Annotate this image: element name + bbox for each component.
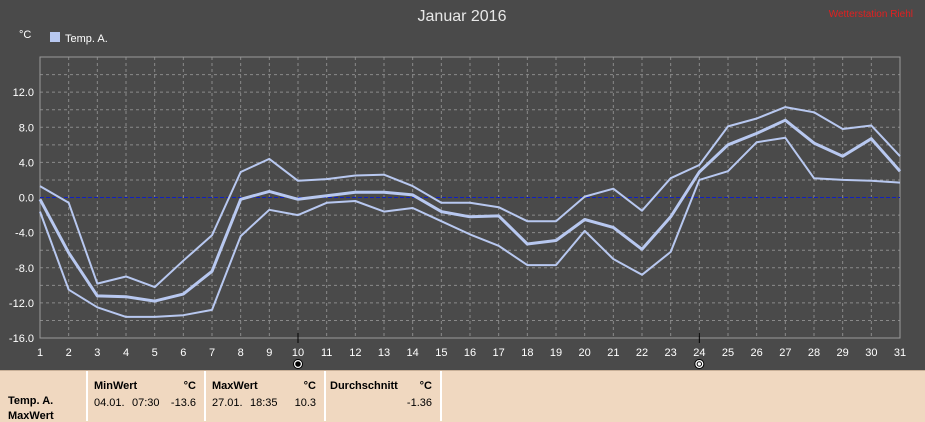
x-tick-label: 13 [378, 347, 390, 359]
x-tick-label: 26 [751, 347, 763, 359]
min-time: 07:30 [132, 397, 160, 409]
series-line-mean [38, 118, 902, 303]
x-tick-label: 20 [579, 347, 591, 359]
series-line-min [39, 136, 901, 318]
x-tick-label: 7 [209, 347, 215, 359]
max-stat: MaxWert °C 27.01. 18:35 10.3 [206, 371, 326, 421]
legend-swatch [50, 32, 60, 42]
x-tick-label: 5 [152, 347, 158, 359]
y-tick-labels: -16.0 -12.0 -8.0 -4.0 0.0 4.0 8.0 12.0 [9, 87, 34, 345]
y-tick-label: -16.0 [9, 333, 34, 345]
min-value: -13.6 [170, 397, 196, 409]
x-tick-label: 1 [37, 347, 43, 359]
y-tick-label: -4.0 [15, 228, 34, 240]
x-tick-label: 6 [180, 347, 186, 359]
x-tick-label: 19 [550, 347, 562, 359]
moon-markers [293, 333, 705, 369]
avg-header: Durchschnitt [330, 380, 398, 392]
station-credit: Wetterstation Riehl [829, 9, 913, 20]
stats-row-label-cut: MaxWert [8, 410, 54, 422]
x-tick-label: 14 [407, 347, 419, 359]
x-tick-label: 27 [779, 347, 791, 359]
new-moon-icon [293, 359, 303, 369]
x-tick-label: 8 [238, 347, 244, 359]
avg-stat: Durchschnitt °C -1.36 [326, 371, 442, 421]
y-tick-label: 8.0 [19, 122, 34, 134]
max-value: 10.3 [294, 397, 316, 409]
max-header: MaxWert [212, 380, 258, 392]
avg-unit: °C [419, 380, 432, 392]
x-tick-label: 4 [123, 347, 129, 359]
x-tick-label: 15 [435, 347, 447, 359]
min-header: MinWert [94, 380, 138, 392]
x-tick-label: 18 [521, 347, 533, 359]
y-tick-label: 0.0 [19, 193, 34, 205]
moon-face [696, 361, 703, 367]
y-tick-label: 4.0 [19, 157, 34, 169]
y-tick-label: 12.0 [13, 87, 34, 99]
max-date: 27.01. [212, 397, 243, 409]
x-tick-label: 9 [266, 347, 272, 359]
x-tick-label: 29 [837, 347, 849, 359]
x-tick-label: 31 [894, 347, 906, 359]
x-tick-label: 21 [607, 347, 619, 359]
avg-value: -1.36 [406, 397, 432, 409]
y-tick-label: -12.0 [9, 298, 34, 310]
min-unit: °C [183, 380, 196, 392]
x-tick-label: 30 [865, 347, 877, 359]
x-tick-label: 17 [493, 347, 505, 359]
x-tick-label: 25 [722, 347, 734, 359]
series-line-max [39, 106, 901, 289]
chart-title: Januar 2016 [418, 8, 507, 25]
x-tick-label: 3 [94, 347, 100, 359]
x-tick-label: 16 [464, 347, 476, 359]
series-lines [38, 106, 902, 318]
moon-disc [694, 359, 705, 369]
min-stat: MinWert °C 04.01. 07:30 -13.6 [88, 371, 206, 421]
x-tick-label: 11 [321, 347, 332, 359]
x-tick-label: 12 [349, 347, 361, 359]
x-tick-labels: 1 2 3 4 5 6 7 8 9 10 11 12 13 14 15 16 17 18 19 20 21 22 23 24 2… [37, 347, 906, 359]
y-axis-label: °C [19, 29, 31, 41]
stats-panel: Temp. A. MaxWert MinWert °C 04.01. 07:30… [0, 370, 925, 422]
max-unit: °C [303, 380, 316, 392]
moon-shadow [295, 361, 301, 367]
x-tick-label: 24 [693, 347, 705, 359]
full-moon-icon [694, 359, 705, 369]
max-time: 18:35 [250, 397, 278, 409]
x-tick-label: 28 [808, 347, 820, 359]
stats-label-column [0, 371, 88, 421]
y-tick-label: -8.0 [15, 263, 34, 275]
chart-panel: Januar 2016 Wetterstation Riehl °C Temp.… [0, 0, 925, 370]
x-tick-label: 22 [636, 347, 648, 359]
stats-row-label: Temp. A. [8, 395, 54, 407]
min-date: 04.01. [94, 397, 125, 409]
temperature-chart: Januar 2016 Wetterstation Riehl °C Temp.… [9, 8, 913, 369]
x-tick-label: 23 [665, 347, 677, 359]
x-tick-label: 10 [292, 347, 304, 359]
x-tick-label: 2 [66, 347, 72, 359]
legend-entry: Temp. A. [65, 33, 108, 45]
